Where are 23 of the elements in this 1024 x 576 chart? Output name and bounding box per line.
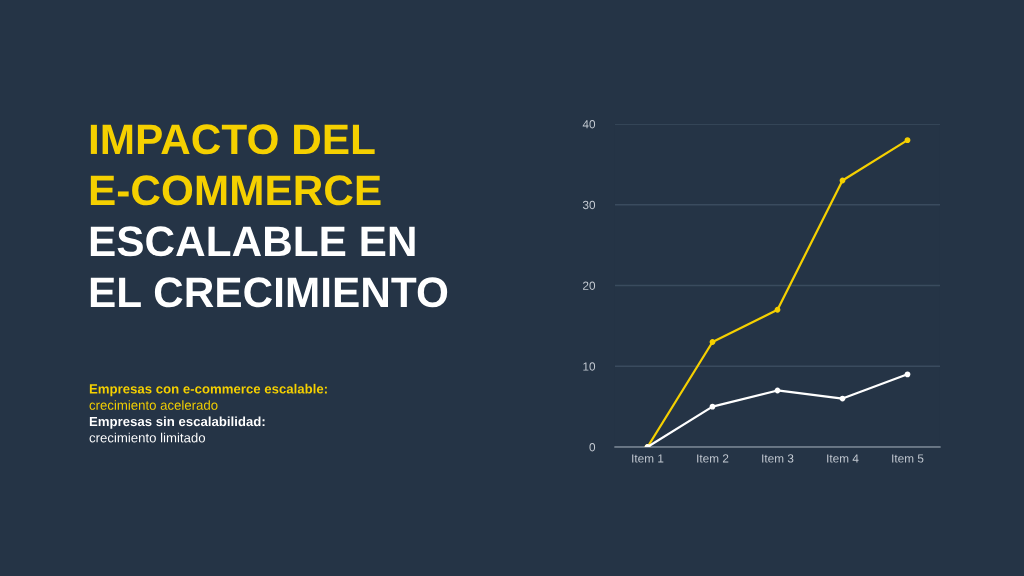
- text: Empresas con e-commerce escalable:: [89, 383, 327, 397]
- y-tick-label: 10: [583, 362, 596, 371]
- y-tick-label: 40: [582, 120, 596, 129]
- x-tick-label: Item 3: [762, 454, 794, 463]
- x-tick-label: Item 4: [827, 454, 859, 463]
- y-tick-label: 20: [583, 281, 596, 290]
- point: [839, 177, 846, 184]
- text: crecimiento limitado: [89, 432, 206, 443]
- text: Empresas sin escalabilidad:: [89, 416, 265, 429]
- point: [774, 387, 781, 394]
- point: [904, 137, 911, 144]
- x-tick-label: Item 1: [632, 454, 664, 463]
- point: [709, 403, 716, 410]
- x-tick-label: Item 5: [892, 454, 924, 463]
- y-tick-label: 0: [589, 443, 596, 452]
- point: [709, 339, 716, 345]
- text: IMPACTO DEL E-COMMERCE ESCALABLE EN EL CRECIMIENTO: [90, 124, 448, 308]
- text: crecimiento acelerado: [89, 400, 218, 410]
- point: [774, 306, 781, 313]
- point: [904, 371, 911, 378]
- point: [839, 395, 846, 402]
- x-tick-label: Item 2: [697, 454, 729, 463]
- y-tick-label: 30: [582, 200, 596, 210]
